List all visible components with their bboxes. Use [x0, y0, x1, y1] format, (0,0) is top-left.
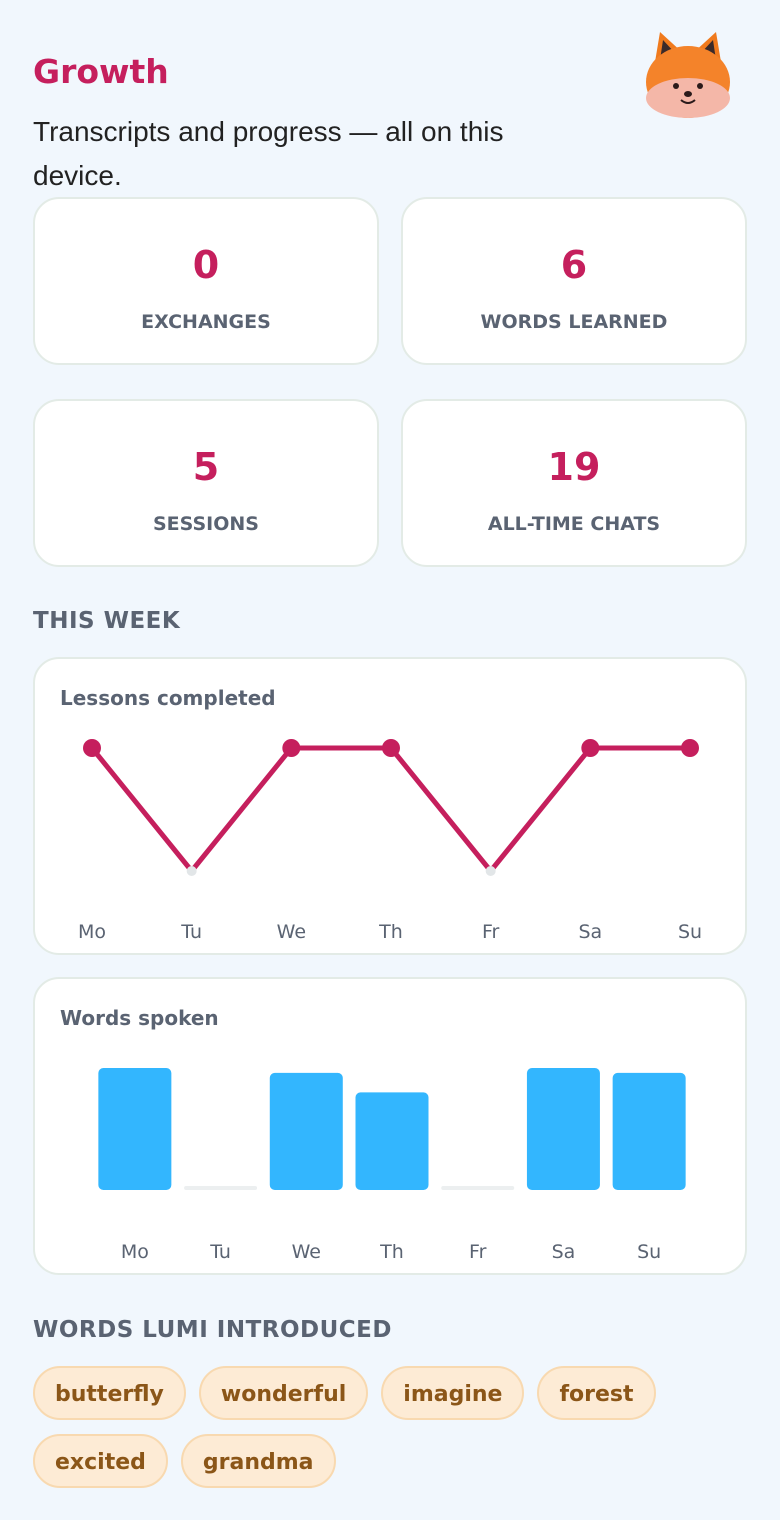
point [83, 739, 101, 757]
point [485, 866, 496, 876]
point [681, 739, 699, 757]
chart-card: Words spoken Mo Tu We Th Fr Sa Su [33, 977, 747, 1275]
x-tick-label: Fr [482, 921, 500, 943]
stat-card: 19 ALL-TIME CHATS [401, 399, 747, 567]
word-chip: imagine [381, 1366, 525, 1420]
x-tick-label: Fr [469, 1241, 487, 1263]
bar [526, 1068, 600, 1190]
word-chips: butterfly wonderful imagine forest excited gr… [33, 1366, 673, 1488]
fox-avatar[interactable] [640, 28, 736, 122]
word-chip: butterfly [33, 1366, 186, 1420]
stat-value: 5 [192, 445, 220, 489]
chart-card: Lessons completed Mo Tu We Th Fr Sa Su [33, 657, 747, 955]
x-tick-label: Su [637, 1241, 661, 1263]
x-tick-label: Th [378, 921, 403, 943]
bar [355, 1092, 429, 1190]
stat-label: SESSIONS [153, 513, 259, 535]
point [581, 739, 600, 757]
line [90, 745, 690, 874]
x-tick-label: We [277, 921, 306, 943]
x-tick-label: Tu [209, 1241, 231, 1263]
x-tick-label: Mo [78, 921, 106, 943]
x-tick-label: Sa [578, 921, 602, 943]
stat-value: 19 [547, 445, 601, 489]
point [382, 739, 400, 757]
chart: Words spoken Mo Tu We Th Fr Sa Su [60, 1006, 686, 1263]
stat-card: 0 EXCHANGES [33, 197, 379, 365]
bar [269, 1072, 343, 1190]
stat-value: 0 [192, 243, 220, 287]
bar [98, 1068, 172, 1190]
point [282, 739, 301, 757]
chart: Lessons completed Mo Tu We Th Fr Sa Su [60, 686, 702, 943]
x-tick-label: Mo [121, 1241, 149, 1263]
word-chip: wonderful [198, 1366, 369, 1420]
word-chip: excited [33, 1434, 168, 1488]
stat-value: 6 [560, 243, 588, 287]
x-tick-label: Th [379, 1241, 404, 1263]
x-tick-label: We [292, 1241, 321, 1263]
stat-label: EXCHANGES [141, 311, 271, 333]
x-tick-label: Su [678, 921, 702, 943]
section-heading: WORDS LUMI INTRODUCED [33, 1317, 392, 1343]
stat-label: WORDS LEARNED [480, 311, 668, 333]
point [186, 866, 197, 876]
stat-label: ALL-TIME CHATS [487, 513, 661, 535]
bar [184, 1186, 258, 1190]
chart-title: Lessons completed [60, 686, 276, 710]
x-tick-label: Tu [180, 921, 202, 943]
stat-card: 6 WORDS LEARNED [401, 197, 747, 365]
x-tick-label: Sa [552, 1241, 576, 1263]
page-subtitle: Transcripts and progress — all on this d… [33, 116, 504, 191]
section-heading: THIS WEEK [33, 608, 181, 634]
bar [612, 1072, 686, 1190]
page-title: Growth [33, 52, 169, 91]
word-chip: grandma [180, 1434, 336, 1488]
bar [441, 1186, 515, 1190]
stat-card: 5 SESSIONS [33, 399, 379, 567]
word-chip: forest [537, 1366, 656, 1420]
chart-title: Words spoken [60, 1006, 219, 1030]
